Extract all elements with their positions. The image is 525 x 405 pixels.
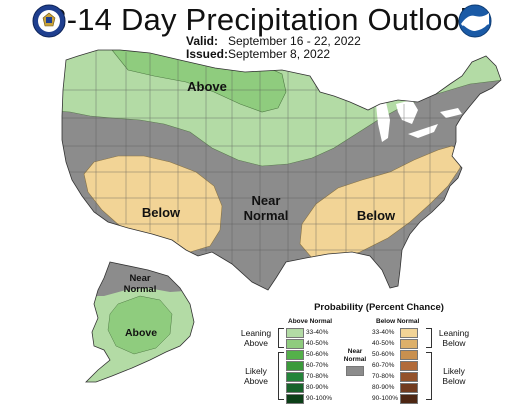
legend-above-label-4: 60-70%: [306, 362, 329, 369]
legend-leaning-below: Leaning Below: [434, 328, 474, 348]
legend-near-header: Near Normal: [340, 348, 370, 364]
lake-erie: [408, 124, 438, 138]
below-normal-southwest: [83, 155, 223, 253]
legend-near-swatch: [346, 366, 364, 376]
noaa-logo-icon: [458, 4, 492, 38]
legend-likely-above-1: Likely: [245, 366, 267, 376]
legend-below-swatch-6: [400, 383, 418, 393]
conus-region: [62, 50, 501, 290]
map-title: 8-14 Day Precipitation Outlook: [49, 2, 476, 37]
legend-above-swatch-1: [286, 328, 304, 338]
legend-likely-below-1: Likely: [443, 366, 465, 376]
legend-below-label-6: 80-90%: [372, 384, 395, 391]
issued-date: September 8, 2022: [228, 47, 331, 61]
legend-above-swatch-5: [286, 372, 304, 382]
legend-likely-below: Likely Below: [434, 366, 474, 386]
legend-below-label-3: 50-60%: [372, 351, 395, 358]
legend-above-label-3: 50-60%: [306, 351, 329, 358]
legend-above-header: Above Normal: [288, 318, 333, 325]
state-borders: [62, 50, 470, 282]
lake-ontario: [440, 108, 462, 118]
legend-leaning-below-2: Below: [442, 338, 466, 348]
issued-label: Issued:: [186, 47, 229, 61]
valid-label: Valid:: [186, 34, 219, 48]
valid-line: Valid: September 16 - 22, 2022: [186, 34, 361, 48]
legend-below-swatch-5: [400, 372, 418, 382]
legend-likely-above-2: Above: [243, 376, 269, 386]
probability-legend: Probability (Percent Chance) Above Norma…: [236, 298, 522, 404]
legend-likely-above: Likely Above: [236, 366, 276, 386]
legend-above-swatch-4: [286, 361, 304, 371]
legend-above-label-7: 90-100%: [306, 395, 333, 402]
lake-michigan: [376, 102, 390, 142]
legend-above-swatch-7: [286, 394, 304, 404]
label-alaska-near-2: Normal: [124, 284, 157, 295]
legend-leaning-above: Leaning Above: [236, 328, 276, 348]
legend-leaning-above-1: Leaning: [240, 328, 272, 338]
legend-below-swatch-2: [400, 339, 418, 349]
lake-superior: [336, 84, 398, 100]
bracket-likely-above: [278, 352, 284, 400]
legend-likely-below-2: Below: [442, 376, 466, 386]
bracket-likely-below: [426, 352, 432, 400]
doc-seal-icon: [32, 4, 66, 38]
label-near-normal-2: Normal: [244, 208, 289, 223]
legend-near-header-2: Normal: [343, 356, 367, 363]
legend-title: Probability (Percent Chance): [314, 302, 444, 313]
label-above-north: Above: [187, 79, 227, 94]
label-alaska-above: Above: [125, 327, 157, 339]
legend-near-header-1: Near: [347, 348, 363, 355]
valid-dates: September 16 - 22, 2022: [228, 34, 361, 48]
label-below-southeast: Below: [357, 208, 396, 223]
legend-below-label-5: 70-80%: [372, 373, 395, 380]
legend-leaning-below-1: Leaning: [438, 328, 470, 338]
label-alaska-near-1: Near: [129, 273, 150, 284]
legend-below-header: Below Normal: [376, 318, 420, 325]
legend-above-swatch-6: [286, 383, 304, 393]
issued-line: Issued:September 8, 2022: [186, 47, 330, 61]
legend-below-swatch-3: [400, 350, 418, 360]
legend-below-swatch-7: [400, 394, 418, 404]
legend-above-label-5: 70-80%: [306, 373, 329, 380]
legend-above-label-2: 40-50%: [306, 340, 329, 347]
label-near-normal-1: Near: [252, 193, 281, 208]
legend-below-swatch-4: [400, 361, 418, 371]
label-below-southwest: Below: [142, 205, 181, 220]
legend-below-label-1: 33-40%: [372, 329, 395, 336]
alaska-outline: [85, 261, 195, 383]
legend-below-label-4: 60-70%: [372, 362, 395, 369]
legend-below-label-2: 40-50%: [372, 340, 395, 347]
legend-above-label-6: 80-90%: [306, 384, 329, 391]
legend-below-swatch-1: [400, 328, 418, 338]
alaska-above-40-50: [107, 295, 173, 355]
legend-leaning-above-2: Above: [243, 338, 269, 348]
legend-above-swatch-2: [286, 339, 304, 349]
conus-outline: [61, 49, 502, 291]
legend-above-label-1: 33-40%: [306, 329, 329, 336]
bracket-leaning-below: [426, 328, 432, 348]
legend-below-label-7: 90-100%: [372, 395, 399, 402]
bracket-leaning-above: [278, 328, 284, 348]
legend-above-swatch-3: [286, 350, 304, 360]
